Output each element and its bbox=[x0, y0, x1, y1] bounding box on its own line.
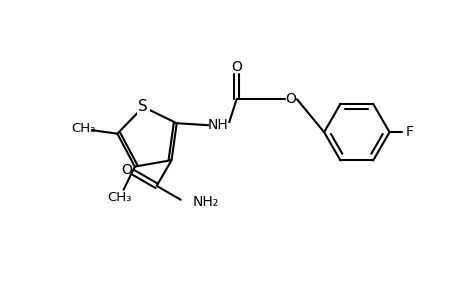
Text: NH: NH bbox=[207, 118, 228, 132]
Text: CH₃: CH₃ bbox=[71, 122, 95, 135]
Text: O: O bbox=[230, 59, 241, 74]
Text: CH₃: CH₃ bbox=[107, 191, 132, 204]
Text: NH₂: NH₂ bbox=[192, 195, 218, 209]
Text: S: S bbox=[138, 99, 148, 114]
Text: O: O bbox=[121, 163, 132, 177]
Text: F: F bbox=[404, 125, 413, 139]
Text: O: O bbox=[285, 92, 296, 106]
